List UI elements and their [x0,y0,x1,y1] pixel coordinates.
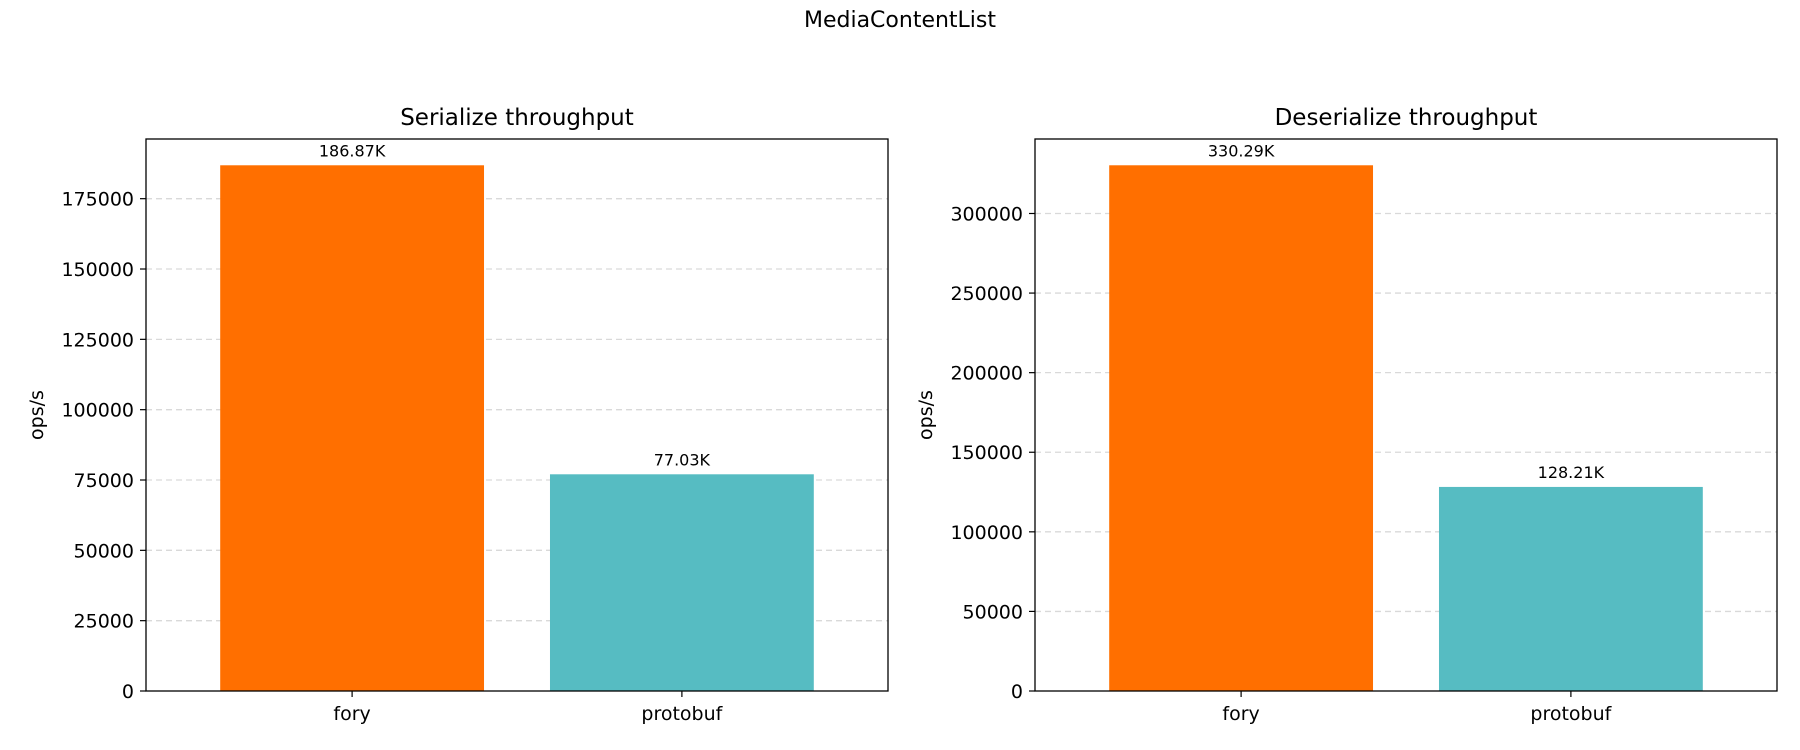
data-label: 77.03K [654,450,711,469]
axes-frame [145,138,889,692]
axes-frame [1034,138,1778,692]
bar-protobuf [549,474,814,691]
y-tick-label: 75000 [74,470,134,492]
y-tick-label: 50000 [74,540,134,562]
data-label: 330.29K [1208,141,1275,160]
x-tick-label: fory [1222,703,1259,725]
y-tick-label: 100000 [61,400,134,422]
y-tick-label: 300000 [950,203,1023,225]
figure-title: MediaContentList [803,8,997,33]
y-axis-label: ops/s [26,390,48,440]
y-tick-label: 125000 [61,329,134,351]
chart-panel-2: 330.29K fory 128.21K protobuf 0 50000 100000 15… [915,105,1778,725]
bar-protobuf [1438,486,1703,691]
y-tick-label: 200000 [950,363,1023,385]
y-tick-label: 250000 [950,283,1023,305]
y-tick-label: 25000 [74,611,134,633]
y-axis-label: ops/s [915,390,937,440]
y-tick-label: 150000 [950,442,1023,464]
x-tick-label: protobuf [1530,703,1612,725]
y-tick-label: 0 [1011,681,1023,703]
y-tick-label: 50000 [963,601,1023,623]
y-tick-label: 100000 [950,522,1023,544]
bar-fory [1109,165,1374,691]
data-label: 128.21K [1538,463,1605,482]
y-tick-label: 0 [122,681,134,703]
y-tick-label: 150000 [61,259,134,281]
x-tick-label: fory [333,703,370,725]
data-label: 186.87K [319,141,386,160]
y-tick-label: 175000 [61,189,134,211]
chart-title: Deserialize throughput [1275,105,1538,131]
chart-panel-1: 186.87K fory 77.03K protobuf 0 25000 50000 7500… [26,105,889,725]
x-tick-label: protobuf [641,703,723,725]
chart-title: Serialize throughput [400,105,634,131]
bar-fory [220,165,485,692]
